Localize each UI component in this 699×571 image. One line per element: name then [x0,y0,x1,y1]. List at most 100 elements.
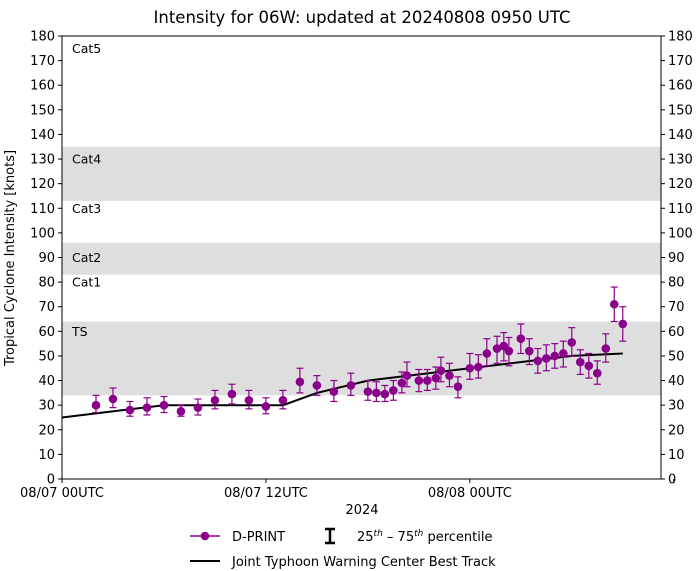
dprint-point [550,343,560,369]
dprint-point [431,366,441,390]
y-tick-label-left: 160 [30,79,55,94]
dprint-point [541,344,551,372]
dprint-marker [601,344,611,353]
y-tick-label-left: 110 [30,202,55,217]
x-axis-label: 2024 [345,503,378,518]
dprint-point [592,360,602,385]
y-tick-label-left: 80 [38,276,55,291]
dprint-marker [445,371,454,380]
y-tick-label-left: 50 [38,349,55,364]
y-tick-label-right: 70 [668,300,685,315]
dprint-point [142,397,152,416]
dprint-marker [346,381,356,390]
dprint-point [533,347,543,374]
label-part: – 75 [383,530,414,545]
y-tick-label-right: 130 [668,153,693,168]
x-tick-label: 08/08 00UTC [428,486,512,501]
dprint-marker [516,334,526,344]
y-tick-label-left: 30 [38,399,55,414]
dprint-marker [108,394,118,404]
y-tick-label-left: 40 [38,374,55,389]
dprint-marker [380,389,390,399]
dprint-point [91,394,101,414]
dprint-point [445,362,454,388]
dprint-marker [474,362,483,372]
y-axis-label: Tropical Cyclone Intensity [knots] [3,150,18,367]
dprint-point [193,398,203,416]
band-cat4 [62,146,661,201]
dprint-marker [436,366,446,376]
dprint-marker [414,376,424,385]
dprint-point [465,352,475,380]
y-tick-label-right: 30 [668,399,685,414]
label-part: 25 [357,530,374,545]
dprint-marker [159,400,169,410]
dprint-marker [193,403,203,412]
band-label-cat5: Cat5 [72,41,101,56]
dprint-point [609,286,619,323]
band-label-cat3: Cat3 [72,201,101,216]
x-tick-label: 08/07 00UTC [20,486,104,501]
band-label-ts: TS [71,324,88,339]
dprint-marker [363,387,373,396]
dprint-point [525,338,534,366]
dprint-point [176,404,186,417]
dprint-marker [176,407,186,416]
dprint-point [618,306,628,342]
dprint-marker [453,382,463,392]
y-tick-label-left: 150 [30,103,55,118]
dprint-marker [125,405,135,415]
dprint-marker [465,363,475,373]
dprint-point [601,333,611,363]
dprint-marker [91,400,101,410]
dprint-point [227,383,237,405]
dprint-point [244,389,254,410]
dprint-marker [431,373,441,383]
y-tick-label-left: 170 [30,54,55,69]
dprint-point [372,381,381,403]
dprint-point [295,367,305,394]
y-tick-label-left: 70 [38,300,55,315]
y-tick-label-right: 50 [668,349,685,364]
chart-title: Intensity for 06W: updated at 20240808 0… [154,8,571,27]
dprint-marker [142,403,152,412]
dprint-marker [567,338,577,347]
dprint-marker [295,377,305,387]
dprint-marker [372,388,381,398]
dprint-point [453,376,463,399]
dprint-point [210,389,220,410]
dprint-marker [525,346,534,356]
dprint-marker [389,386,398,395]
dprint-point [492,335,502,364]
dprint-point [474,354,483,379]
dprint-marker [482,349,492,358]
y-tick-label-left: 100 [30,226,55,241]
y-tick-label-left: 10 [38,448,55,463]
dprint-point [414,368,424,393]
y-tick-label-right: 80 [668,276,685,291]
dprint-point [380,384,390,403]
dprint-marker [244,395,254,405]
dprint-marker [402,371,412,380]
y-tick-label-left: 0 [47,473,55,488]
dprint-point [436,356,446,383]
dprint-marker [558,349,568,358]
legend-dprint-label: D-PRINT [232,530,285,545]
dprint-series [91,286,628,417]
category-labels: TS Cat1 Cat2 Cat3 Cat4 Cat5 [71,41,101,339]
dprint-marker [329,387,339,396]
dprint-marker [397,378,407,388]
y-tick-label-right: 90 [668,251,685,266]
dprint-marker [504,346,514,356]
dprint-marker [533,356,543,366]
band-ts [62,321,661,396]
dprint-point [346,372,356,396]
dprint-point [584,352,594,379]
dprint-marker [261,402,271,411]
dprint-marker [618,319,628,329]
dprint-point [108,387,118,409]
band-label-cat2: Cat2 [72,250,101,265]
superscript: th [374,529,384,539]
